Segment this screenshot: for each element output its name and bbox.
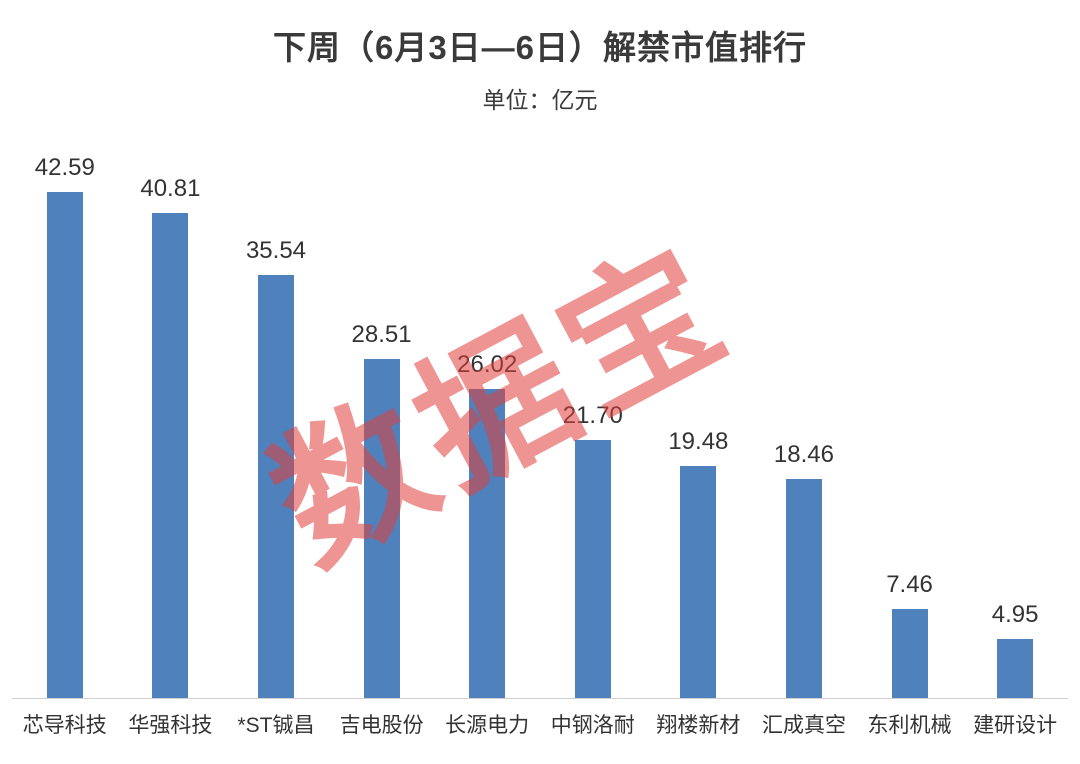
bar-column: 4.95 [962, 163, 1068, 698]
bar-column: 42.59 [12, 154, 118, 698]
bar [574, 440, 611, 698]
bar [469, 389, 506, 698]
bar-column: 21.70 [540, 163, 646, 698]
bar-value-label: 40.81 [140, 175, 201, 202]
bar-chart: 下周（6月3日—6日）解禁市值排行 单位：亿元 42.59 40.81 35.54 2… [0, 26, 1080, 764]
chart-title: 下周（6月3日—6日）解禁市值排行 [272, 29, 808, 66]
bar-value-label: 28.51 [351, 321, 412, 348]
bar [997, 639, 1034, 698]
category-label: 翔楼新材 [656, 714, 741, 737]
bar-column: 18.46 [751, 163, 857, 698]
bar-value-label: 19.48 [668, 428, 729, 455]
category-label: 吉电股份 [339, 714, 424, 737]
category-label: 建研设计 [973, 714, 1058, 737]
plot-area: 42.59 40.81 35.54 28.51 26.02 21.70 19.48 18.46… [12, 154, 1068, 699]
bar-value-label: 42.59 [34, 154, 95, 181]
category-label: 华强科技 [128, 714, 213, 737]
bar-column: 28.51 [329, 163, 435, 698]
bar [152, 213, 189, 698]
bar [46, 192, 83, 698]
bar-value-label: 21.70 [562, 402, 623, 429]
chart-subtitle: 单位：亿元 [482, 87, 598, 113]
bars-container: 42.59 40.81 35.54 28.51 26.02 21.70 19.48 18.46… [12, 154, 1068, 698]
category-label: *ST铖昌 [237, 714, 315, 737]
bar-column: 7.46 [857, 163, 963, 698]
category-label: 长源电力 [445, 714, 530, 737]
bar [785, 479, 822, 698]
bar-column: 26.02 [434, 163, 540, 698]
bar-column: 19.48 [646, 163, 752, 698]
category-axis: 芯导科技 华强科技 *ST铖昌 吉电股份 长源电力 中钢洛耐 翔楼新材 汇成真空 东利机械 建研设… [12, 709, 1068, 739]
category-label: 东利机械 [867, 714, 952, 737]
bar-value-label: 4.95 [991, 601, 1039, 628]
bar-value-label: 18.46 [773, 441, 834, 468]
category-label: 汇成真空 [761, 714, 846, 737]
category-label: 芯导科技 [22, 714, 107, 737]
bar-column: 40.81 [118, 163, 224, 698]
bar [891, 609, 928, 698]
bar-value-label: 26.02 [457, 351, 518, 378]
bar [257, 275, 294, 698]
bar-value-label: 7.46 [886, 571, 933, 598]
bar-column: 35.54 [223, 163, 329, 698]
category-label: 中钢洛耐 [550, 714, 635, 737]
bar [363, 359, 400, 698]
bar-value-label: 35.54 [245, 237, 307, 264]
bar [680, 466, 717, 698]
